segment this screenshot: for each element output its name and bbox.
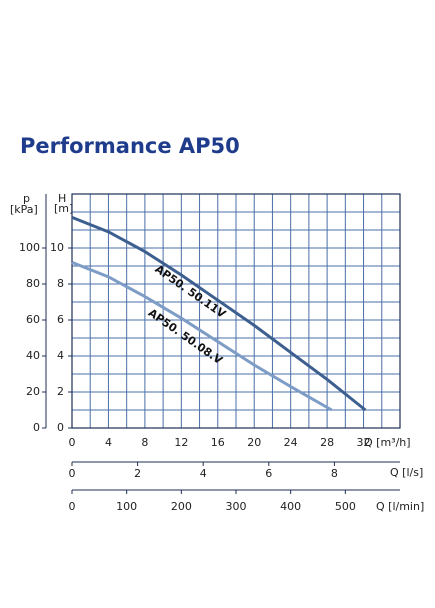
x2-tick-label: 8 bbox=[331, 467, 338, 480]
x2-tick-label: 6 bbox=[265, 467, 272, 480]
x2-tick-label: 2 bbox=[134, 467, 141, 480]
y2-tick-label: 100 bbox=[19, 241, 40, 254]
x-tick-label: 0 bbox=[69, 436, 76, 449]
y-tick-label: 6 bbox=[57, 313, 64, 326]
y2-tick-label: 60 bbox=[26, 313, 40, 326]
x3-tick-label: 500 bbox=[335, 500, 356, 513]
x-tick-label: 8 bbox=[141, 436, 148, 449]
curve-label: AP50. 50.11V bbox=[152, 262, 228, 321]
x2-tick-label: 0 bbox=[69, 467, 76, 480]
x2-tick-label: 4 bbox=[200, 467, 207, 480]
x3-tick-label: 200 bbox=[171, 500, 192, 513]
curve bbox=[71, 261, 333, 412]
y2-axis-label: p bbox=[23, 192, 30, 205]
x-tick-label: 32 bbox=[357, 436, 371, 449]
plot-frame bbox=[71, 193, 401, 429]
x-tick-label: 20 bbox=[247, 436, 261, 449]
x2-axis-label: Q [l/s] bbox=[390, 466, 423, 479]
x3-axis-label: Q [l/min] bbox=[376, 500, 424, 513]
y2-tick-label: 20 bbox=[26, 385, 40, 398]
y2-tick-label: 0 bbox=[33, 421, 40, 434]
y-tick-label: 8 bbox=[57, 277, 64, 290]
y-axis-label: H bbox=[58, 192, 66, 205]
x-tick-label: 16 bbox=[211, 436, 225, 449]
y-tick-label: 10 bbox=[50, 241, 64, 254]
y-tick-label: 4 bbox=[57, 349, 64, 362]
x-axis-label: Q [m³/h] bbox=[364, 436, 411, 449]
y2-axis-unit: [kPa] bbox=[10, 203, 38, 216]
x-tick-label: 12 bbox=[174, 436, 188, 449]
x3-tick-label: 400 bbox=[280, 500, 301, 513]
y2-tick-label: 40 bbox=[26, 349, 40, 362]
x3-tick-label: 300 bbox=[226, 500, 247, 513]
curve bbox=[71, 216, 367, 412]
y-tick-label: 2 bbox=[57, 385, 64, 398]
y-axis-unit: [m] bbox=[54, 202, 73, 215]
x-tick-label: 28 bbox=[320, 436, 334, 449]
x3-tick-label: 0 bbox=[69, 500, 76, 513]
y2-tick-label: 80 bbox=[26, 277, 40, 290]
x-tick-label: 24 bbox=[284, 436, 298, 449]
chart-title: Performance AP50 bbox=[20, 134, 240, 158]
x-tick-label: 4 bbox=[105, 436, 112, 449]
x3-tick-label: 100 bbox=[116, 500, 137, 513]
y-tick-label: 0 bbox=[57, 421, 64, 434]
